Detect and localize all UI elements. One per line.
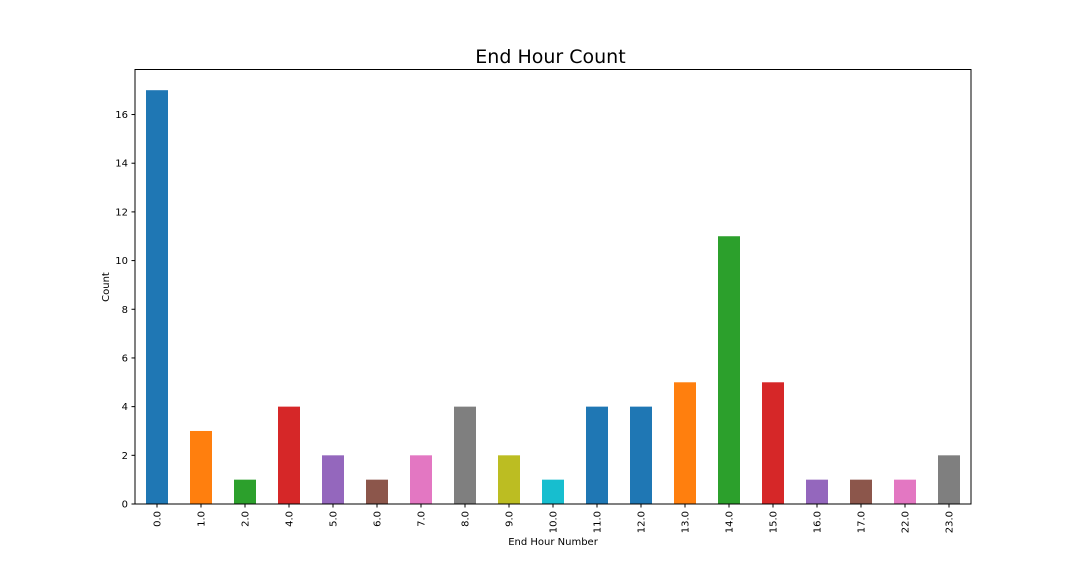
bar-8.0 bbox=[454, 406, 476, 504]
x-tick-label: 22.0 bbox=[901, 511, 912, 533]
y-axis: 0 2 4 6 8 10 12 14 16 bbox=[115, 110, 135, 511]
x-tick-label: 14.0 bbox=[725, 511, 736, 533]
x-tick-label: 23.0 bbox=[945, 511, 956, 533]
x-tick-label: 4.0 bbox=[285, 511, 296, 527]
x-tick-label: 7.0 bbox=[417, 511, 428, 527]
bar-2.0 bbox=[234, 479, 256, 504]
y-tick-label: 4 bbox=[122, 402, 128, 413]
chart-title: End Hour Count bbox=[475, 46, 625, 68]
bars-layer bbox=[146, 90, 960, 505]
x-tick-label: 16.0 bbox=[813, 511, 824, 533]
bar-11.0 bbox=[586, 406, 608, 504]
x-tick-label: 13.0 bbox=[681, 511, 692, 533]
bar-13.0 bbox=[674, 382, 696, 504]
x-tick-label: 17.0 bbox=[857, 511, 868, 533]
x-tick-label: 0.0 bbox=[153, 511, 164, 527]
y-axis-label: Count bbox=[101, 272, 112, 302]
plot-frame bbox=[134, 69, 972, 505]
x-tick-label: 10.0 bbox=[549, 511, 560, 533]
y-tick-label: 0 bbox=[122, 500, 128, 511]
bar-10.0 bbox=[542, 479, 564, 504]
y-tick-label: 16 bbox=[115, 110, 128, 121]
y-tick-label: 2 bbox=[122, 451, 128, 462]
bar-6.0 bbox=[366, 479, 388, 504]
x-tick-label: 9.0 bbox=[505, 511, 516, 527]
bar-12.0 bbox=[630, 406, 652, 504]
x-tick-label: 2.0 bbox=[241, 511, 252, 527]
y-tick-label: 10 bbox=[115, 256, 128, 267]
x-tick-label: 8.0 bbox=[461, 511, 472, 527]
bar-15.0 bbox=[762, 382, 784, 504]
bar-9.0 bbox=[498, 455, 520, 504]
x-tick-label: 15.0 bbox=[769, 511, 780, 533]
bar-4.0 bbox=[278, 406, 300, 504]
bar-22.0 bbox=[894, 479, 916, 504]
y-tick-label: 12 bbox=[115, 207, 128, 218]
y-tick-label: 8 bbox=[122, 305, 128, 316]
x-axis-label: End Hour Number bbox=[508, 537, 599, 548]
x-tick-label: 5.0 bbox=[329, 511, 340, 527]
y-tick-label: 6 bbox=[122, 353, 128, 364]
y-tick-label: 14 bbox=[115, 159, 128, 170]
x-tick-label: 12.0 bbox=[637, 511, 648, 533]
bar-0.0 bbox=[146, 90, 168, 504]
bar-17.0 bbox=[850, 479, 872, 504]
bar-1.0 bbox=[190, 430, 212, 504]
bar-5.0 bbox=[322, 455, 344, 504]
x-tick-label: 11.0 bbox=[593, 511, 604, 533]
x-tick-label: 1.0 bbox=[197, 511, 208, 527]
bar-14.0 bbox=[718, 236, 740, 505]
bar-23.0 bbox=[938, 455, 960, 504]
bar-7.0 bbox=[410, 455, 432, 504]
x-axis: 0.0 1.0 2.0 4.0 5.0 6.0 7.0 8.0 9.0 10.0 11.0 12.0 1… bbox=[153, 504, 956, 533]
x-tick-label: 6.0 bbox=[373, 511, 384, 527]
bar-16.0 bbox=[806, 479, 828, 504]
